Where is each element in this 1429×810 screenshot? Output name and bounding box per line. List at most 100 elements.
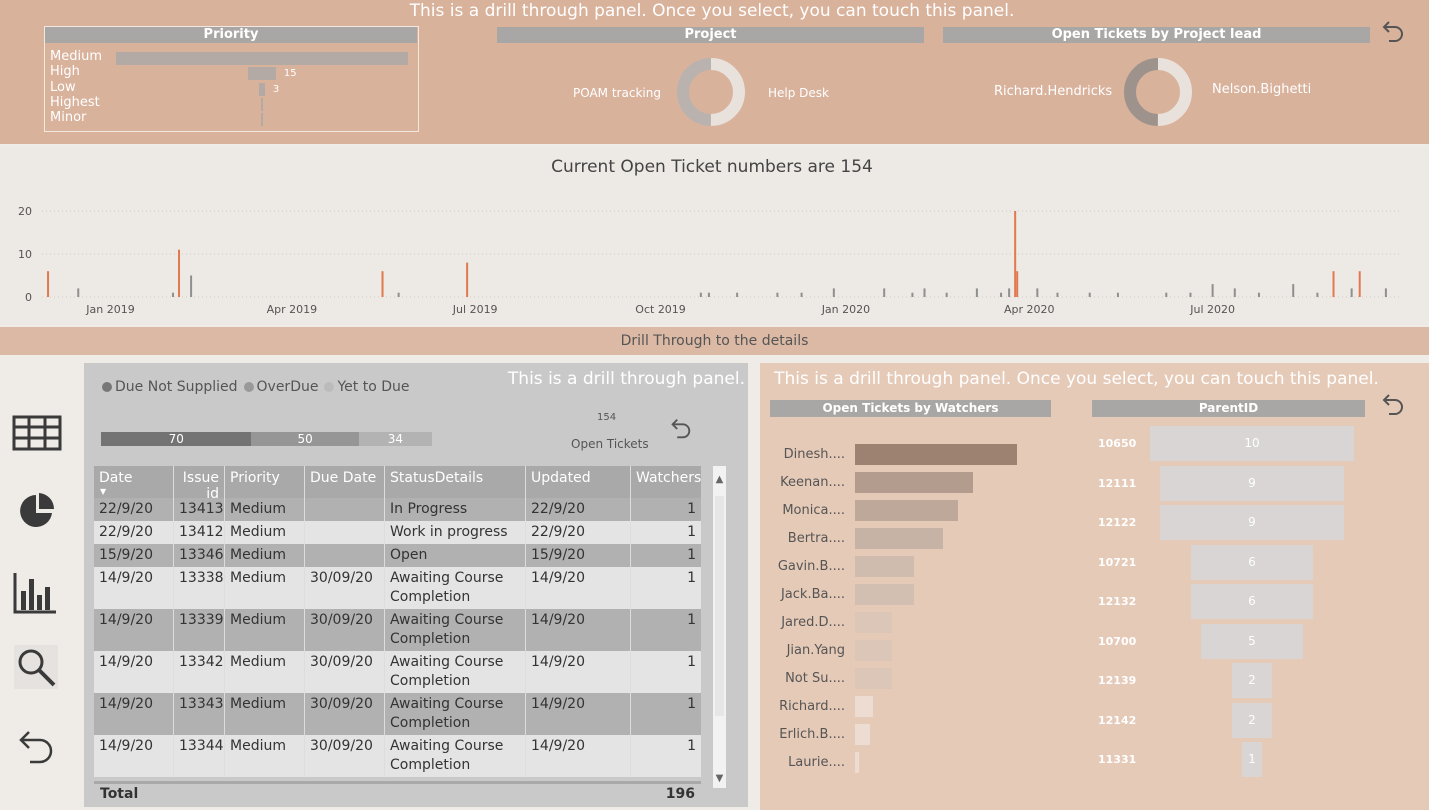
timeline-bar[interactable]: [1116, 292, 1119, 297]
timeline-bar[interactable]: [1008, 288, 1011, 297]
watcher-bar[interactable]: [855, 696, 873, 717]
watcher-bar[interactable]: [855, 528, 944, 549]
table-icon[interactable]: [12, 415, 62, 451]
timeline-bar[interactable]: [736, 292, 739, 297]
project-slice-poam[interactable]: [677, 58, 745, 126]
column-header[interactable]: StatusDetails: [385, 466, 526, 498]
timeline-bar[interactable]: [47, 271, 50, 297]
priority-chart[interactable]: Medium High 15 Low 3 Highest Minor: [44, 26, 419, 132]
priority-bar[interactable]: [116, 52, 408, 65]
table-row[interactable]: 14/9/20 13344 Medium 30/09/20 Awaiting Cours…: [94, 735, 701, 777]
drill-through-bar[interactable]: Drill Through to the details: [0, 327, 1429, 355]
timeline-bar[interactable]: [1211, 284, 1214, 297]
timeline-bar[interactable]: [1384, 288, 1387, 297]
timeline-bar[interactable]: [397, 292, 400, 297]
status-segment[interactable]: 50: [251, 432, 359, 446]
timeline-bar[interactable]: [1014, 211, 1017, 297]
parent-id-bar[interactable]: 6: [1190, 584, 1314, 619]
timeline-bar[interactable]: [190, 275, 193, 298]
timeline-bar[interactable]: [975, 288, 978, 297]
timeline-bar[interactable]: [381, 271, 384, 297]
undo-icon[interactable]: [1378, 391, 1406, 419]
timeline-bar[interactable]: [178, 249, 181, 297]
pie-chart-icon[interactable]: [16, 491, 56, 531]
column-header[interactable]: Priority: [225, 466, 305, 498]
watcher-bar[interactable]: [855, 584, 914, 605]
timeline-bar[interactable]: [923, 288, 926, 297]
back-icon[interactable]: [14, 725, 56, 767]
timeline-bar[interactable]: [707, 292, 710, 297]
column-header[interactable]: Date ▼: [94, 466, 174, 498]
parent-id-bar[interactable]: 9: [1160, 505, 1344, 540]
status-segment[interactable]: 70: [101, 432, 252, 446]
legend-item[interactable]: Yet to Due: [324, 379, 410, 395]
timeline-bar[interactable]: [1350, 288, 1353, 297]
timeline-bar[interactable]: [776, 292, 779, 297]
sort-desc-icon[interactable]: ▼: [100, 487, 107, 496]
undo-icon[interactable]: [1378, 18, 1406, 46]
table-row[interactable]: 14/9/20 13342 Medium 30/09/20 Awaiting Cours…: [94, 651, 701, 693]
legend-item[interactable]: OverDue: [243, 379, 318, 395]
legend-item[interactable]: Due Not Supplied: [102, 379, 238, 395]
project-donut[interactable]: [675, 56, 747, 128]
timeline-bar[interactable]: [1292, 284, 1295, 297]
lead-slice-richard[interactable]: [1124, 58, 1192, 126]
timeline-bar[interactable]: [911, 292, 914, 297]
watcher-bar[interactable]: [855, 444, 1017, 465]
parent-id-bar[interactable]: 2: [1231, 663, 1273, 698]
timeline-bar[interactable]: [1257, 292, 1260, 297]
table-row[interactable]: 14/9/20 13338 Medium 30/09/20 Awaiting Cours…: [94, 567, 701, 609]
timeline-bar[interactable]: [466, 262, 469, 297]
parent-id-bar[interactable]: 1: [1241, 742, 1263, 777]
table-scrollbar[interactable]: ▲ ▼: [713, 466, 726, 788]
timeline-chart[interactable]: 20 10 0 Jan 2019 Apr 2019 Jul 2019 Oct 2019 Jan…: [0, 147, 1429, 325]
timeline-bar[interactable]: [1332, 271, 1335, 297]
scroll-up-icon[interactable]: ▲: [715, 474, 724, 485]
timeline-bar[interactable]: [1016, 271, 1019, 297]
parent-id-bar[interactable]: 2: [1231, 702, 1273, 738]
table-row[interactable]: 22/9/20 13413 Medium In Progress 22/9/20 1: [94, 498, 701, 521]
timeline-bar[interactable]: [1358, 271, 1361, 297]
timeline-bar[interactable]: [1189, 292, 1192, 297]
scroll-down-icon[interactable]: ▼: [715, 773, 724, 784]
column-header[interactable]: Watchers: [636, 470, 702, 486]
timeline-bar[interactable]: [1036, 288, 1039, 297]
watcher-bar[interactable]: [855, 668, 892, 689]
undo-icon[interactable]: [667, 416, 693, 442]
project-lead-donut[interactable]: [1122, 56, 1194, 128]
parent-id-bar[interactable]: 10: [1150, 426, 1354, 461]
column-header[interactable]: Updated: [526, 466, 631, 498]
parent-id-bar[interactable]: 6: [1190, 544, 1314, 580]
watcher-bar[interactable]: [855, 500, 959, 521]
timeline-bar[interactable]: [1056, 292, 1059, 297]
priority-bar[interactable]: [259, 82, 265, 96]
timeline-bar[interactable]: [945, 292, 948, 297]
timeline-bar[interactable]: [1233, 288, 1236, 297]
priority-bar[interactable]: [261, 113, 263, 127]
table-row[interactable]: 14/9/20 13343 Medium 30/09/20 Awaiting Cours…: [94, 693, 701, 735]
column-header[interactable]: Issue id: [174, 466, 225, 502]
priority-bar[interactable]: [260, 97, 263, 111]
timeline-bar[interactable]: [77, 288, 80, 297]
table-row[interactable]: 22/9/20 13412 Medium Work in progress 22/9/2…: [94, 521, 701, 544]
watcher-bar[interactable]: [855, 752, 860, 773]
search-icon[interactable]: [14, 645, 58, 689]
timeline-bar[interactable]: [699, 292, 702, 297]
bar-chart-icon[interactable]: [12, 571, 58, 615]
timeline-bar[interactable]: [800, 292, 803, 297]
timeline-bar[interactable]: [1000, 292, 1003, 297]
watcher-bar[interactable]: [855, 724, 870, 745]
timeline-bar[interactable]: [171, 292, 174, 297]
parent-id-bar[interactable]: 9: [1160, 465, 1344, 501]
timeline-bar[interactable]: [1165, 292, 1168, 297]
watcher-bar[interactable]: [855, 640, 892, 661]
status-segment[interactable]: 34: [358, 432, 432, 446]
scroll-thumb[interactable]: [715, 496, 724, 716]
table-row[interactable]: 14/9/20 13339 Medium 30/09/20 Awaiting Cours…: [94, 609, 701, 651]
column-header[interactable]: Due Date: [305, 466, 385, 498]
watcher-bar[interactable]: [855, 472, 973, 493]
priority-bar[interactable]: [248, 67, 276, 81]
table-row[interactable]: 15/9/20 13346 Medium Open 15/9/20 1: [94, 544, 701, 567]
timeline-bar[interactable]: [832, 288, 835, 297]
timeline-bar[interactable]: [1088, 292, 1091, 297]
